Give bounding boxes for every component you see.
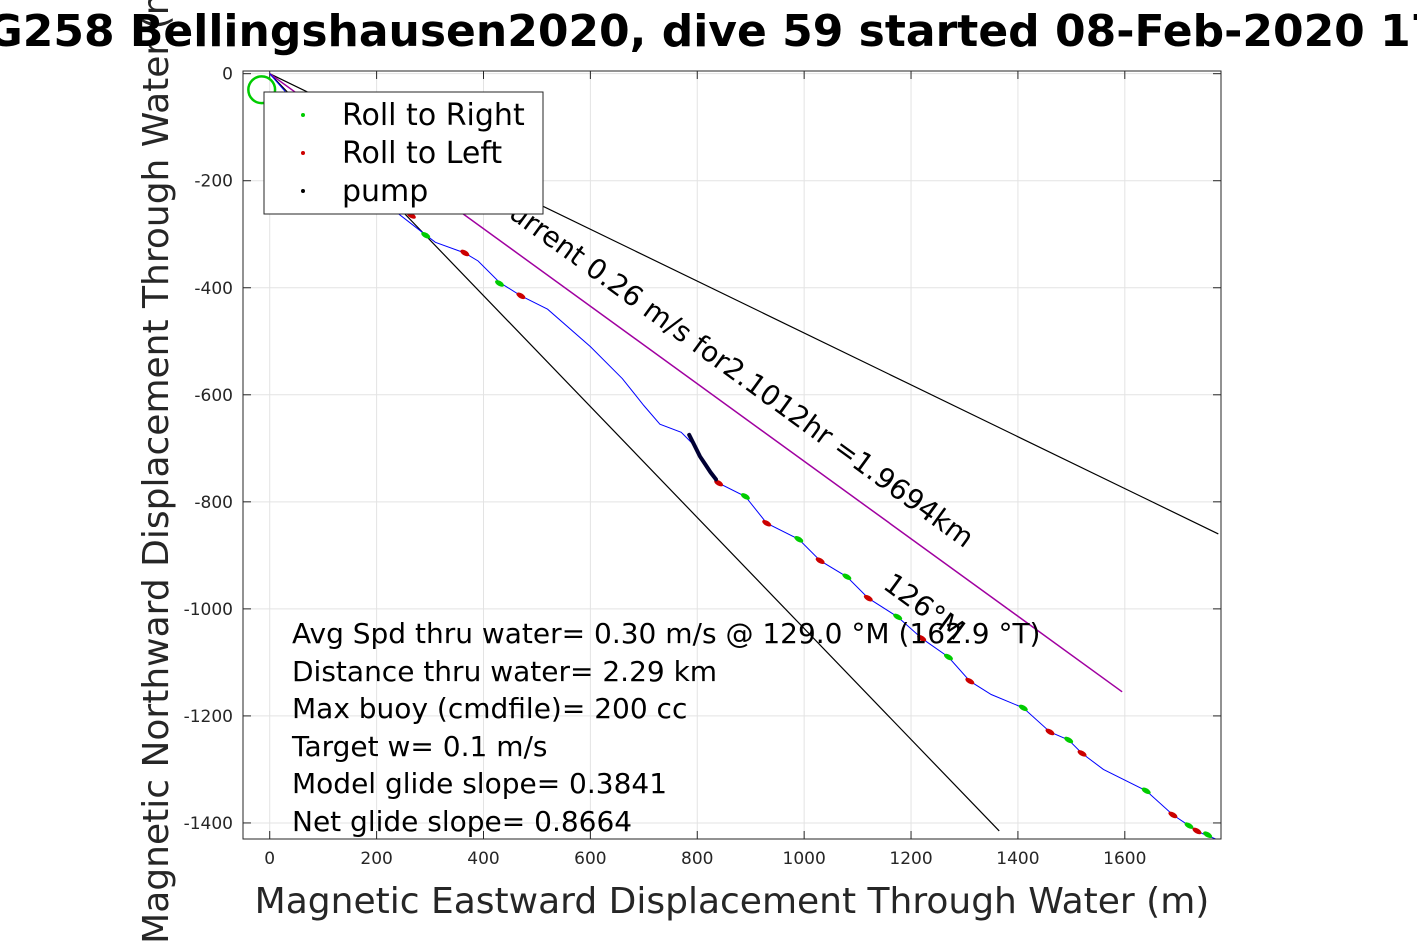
roll-right-point bbox=[1064, 736, 1074, 744]
legend-box bbox=[263, 91, 544, 215]
roll-right-point bbox=[740, 493, 750, 500]
legend-roll-left-label: Roll to Left bbox=[342, 136, 502, 171]
roll-left-point bbox=[714, 479, 724, 487]
roll-left-point bbox=[1045, 728, 1055, 736]
roll-right-point bbox=[1184, 822, 1194, 829]
roll-right-point bbox=[842, 573, 852, 581]
legend-roll-right-marker bbox=[301, 113, 305, 117]
legend-roll-right-label: Roll to Right bbox=[342, 98, 525, 133]
y-axis-label: Magnetic Northward Displacement Through … bbox=[136, 0, 177, 944]
roll-left-point bbox=[1192, 827, 1202, 835]
roll-left-point bbox=[762, 519, 772, 527]
x-tick-label: 200 bbox=[360, 849, 392, 869]
y-tick-label: -600 bbox=[194, 386, 233, 406]
x-axis-label: Magnetic Eastward Displacement Through W… bbox=[255, 881, 1210, 922]
stats-annotations: Avg Spd thru water= 0.30 m/s @ 129.0 °M … bbox=[291, 617, 1040, 838]
y-tick-label: -1200 bbox=[184, 707, 233, 727]
y-tick-label: -200 bbox=[194, 172, 233, 192]
roll-left-point bbox=[815, 557, 825, 565]
roll-right-point bbox=[893, 613, 903, 621]
legend-pump-label: pump bbox=[342, 174, 428, 209]
roll-right-point bbox=[1203, 831, 1213, 839]
legend-pump-marker bbox=[301, 189, 305, 193]
axis-ticks: 0 200 400 600 800 1000 1200 1400 1600 0 -200 -400 -6… bbox=[184, 65, 1221, 869]
x-tick-label: 1400 bbox=[996, 849, 1039, 869]
x-tick-label: 1200 bbox=[889, 849, 932, 869]
annotation-distance: Distance thru water= 2.29 km bbox=[292, 655, 717, 688]
y-tick-label: 0 bbox=[222, 65, 233, 85]
roll-left-point bbox=[863, 594, 873, 602]
x-tick-label: 0 bbox=[264, 849, 275, 869]
annotation-net-glide: Net glide slope= 0.8664 bbox=[292, 805, 632, 838]
y-tick-label: -800 bbox=[194, 493, 233, 513]
roll-left-point bbox=[965, 677, 975, 685]
roll-left-point bbox=[1168, 811, 1178, 819]
legend: Roll to Right Roll to Left pump bbox=[263, 91, 544, 215]
x-tick-label: 400 bbox=[467, 849, 499, 869]
y-tick-label: -1000 bbox=[184, 600, 233, 620]
roll-left-point bbox=[460, 249, 470, 257]
roll-left-point bbox=[516, 292, 526, 300]
y-tick-label: -1400 bbox=[184, 814, 233, 834]
x-tick-label: 800 bbox=[681, 849, 713, 869]
roll-right-point bbox=[1018, 704, 1028, 712]
legend-roll-left-marker bbox=[301, 151, 305, 155]
x-tick-label: 1600 bbox=[1103, 849, 1146, 869]
roll-markers bbox=[406, 212, 1213, 839]
y-tick-label: -400 bbox=[194, 279, 233, 299]
annotation-target-w: Target w= 0.1 m/s bbox=[291, 730, 548, 763]
annotation-max-buoy: Max buoy (cmdfile)= 200 cc bbox=[292, 692, 687, 725]
roll-left-point bbox=[917, 634, 927, 642]
roll-right-point bbox=[794, 535, 804, 543]
x-tick-label: 1000 bbox=[783, 849, 826, 869]
annotation-model-glide: Model glide slope= 0.3841 bbox=[292, 767, 667, 800]
roll-right-point bbox=[1141, 787, 1151, 795]
pump-segment bbox=[687, 432, 718, 482]
start-circle bbox=[247, 75, 277, 105]
chart-title: SG258 Bellingshausen2020, dive 59 starte… bbox=[0, 6, 1417, 57]
roll-right-point bbox=[943, 653, 953, 661]
annotation-avg-speed: Avg Spd thru water= 0.30 m/s @ 129.0 °M … bbox=[292, 617, 1040, 650]
roll-right-point bbox=[495, 280, 505, 287]
roll-right-point bbox=[421, 231, 431, 239]
plot-frame bbox=[242, 70, 1222, 840]
roll-left-point bbox=[1077, 750, 1087, 757]
x-tick-label: 600 bbox=[574, 849, 606, 869]
